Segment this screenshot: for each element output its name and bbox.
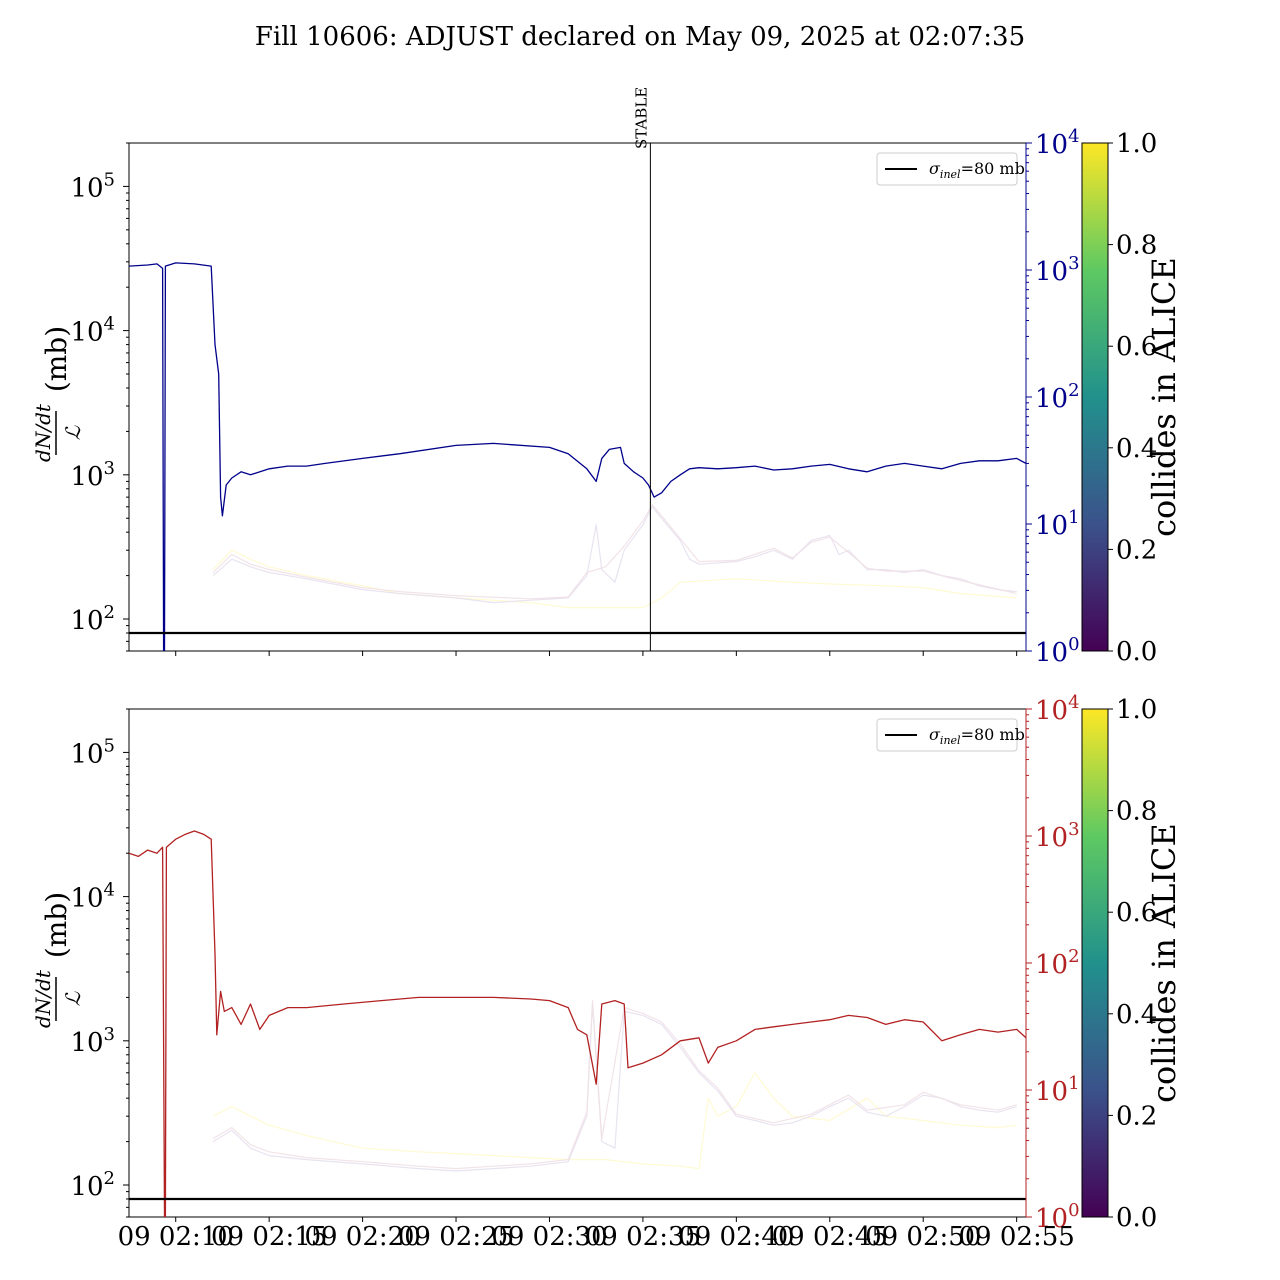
colorbar-tick-label: 0.0	[1116, 637, 1157, 667]
top-panel: STABLE 102 103 104 105 100 101 102 103 104 dN/dt ℒ (…	[31, 87, 1080, 668]
x-tick-label: 09 02:15	[211, 1222, 327, 1252]
y2-tick-label: 102	[1035, 380, 1080, 414]
x-tick-label: 09 02:45	[772, 1222, 888, 1252]
series-group	[129, 830, 1026, 1217]
main-series-line	[129, 830, 1026, 1217]
colorbar-tick-label: 0.8	[1116, 231, 1157, 261]
y-label-numerator: dN/dt	[31, 403, 55, 462]
faint-series-line	[212, 1072, 1017, 1170]
colorbar-tick-label: 1.0	[1116, 695, 1157, 725]
plot-frame	[128, 708, 1027, 1218]
y-label-numerator: dN/dt	[31, 969, 55, 1028]
x-tick-label: 09 02:25	[398, 1222, 514, 1252]
colorbar-tick-label: 0.2	[1116, 1101, 1157, 1131]
y2-tick-label: 103	[1035, 819, 1080, 853]
figure-title: Fill 10606: ADJUST declared on May 09, 2…	[255, 22, 1025, 52]
colorbar-tick-label: 0.4	[1116, 1000, 1157, 1030]
main-series-line	[129, 262, 1026, 651]
x-tick-label: 09 02:35	[585, 1222, 701, 1252]
colorbar-tick-label: 0.8	[1116, 797, 1157, 827]
y2-tick-label: 103	[1035, 253, 1080, 287]
colorbar-gradient	[1081, 142, 1109, 652]
series-group	[129, 262, 1026, 651]
faint-series-line	[212, 1003, 1017, 1172]
stable-annotation-label: STABLE	[632, 87, 650, 149]
legend-label: σinel=80 mb	[929, 159, 1025, 181]
y-tick-label: 105	[70, 169, 115, 203]
y-label-denominator: ℒ	[61, 991, 85, 1006]
y2-tick-label: 100	[1035, 634, 1080, 668]
colorbar-label: collides in ALICE	[1145, 257, 1183, 537]
y-tick-label: 103	[70, 1024, 115, 1058]
y2-tick-label: 101	[1035, 1073, 1080, 1107]
y2-tick-label: 104	[1035, 126, 1080, 160]
colorbar-label: collides in ALICE	[1145, 823, 1183, 1103]
legend-label: σinel=80 mb	[929, 725, 1025, 747]
y2-tick-label: 104	[1035, 692, 1080, 726]
x-tick-label: 09 02:50	[865, 1222, 981, 1252]
y-tick-label: 102	[70, 1168, 115, 1202]
top-colorbar: 0.0 0.2 0.4 0.6 0.8 1.0 collides in ALICE	[1081, 129, 1183, 667]
legend: σinel=80 mb	[876, 718, 1025, 752]
x-tick-label: 09 02:40	[678, 1222, 794, 1252]
y2-tick-label: 100	[1035, 1200, 1080, 1234]
y-tick-label: 104	[70, 314, 115, 348]
y-label-denominator: ℒ	[61, 425, 85, 440]
colorbar-tick-label: 0.4	[1116, 434, 1157, 464]
bottom-colorbar: 0.0 0.2 0.4 0.6 0.8 1.0 collides in ALICE	[1081, 695, 1183, 1233]
y-tick-label: 105	[70, 735, 115, 769]
right-y-axis: 100 101 102 103 104	[1025, 692, 1080, 1234]
left-y-axis: 102 103 104 105	[70, 708, 129, 1218]
left-y-axis: 102 103 104 105	[70, 142, 129, 652]
y-axis-label: dN/dt ℒ (mb)	[31, 892, 85, 1028]
x-tick-label: 09 02:30	[491, 1222, 607, 1252]
x-tick-label: 09 02:20	[304, 1222, 420, 1252]
colorbar-gradient	[1081, 708, 1109, 1218]
faint-series-line	[212, 549, 1017, 609]
y-axis-label: dN/dt ℒ (mb)	[31, 326, 85, 462]
plot-frame	[128, 142, 1027, 652]
y2-tick-label: 102	[1035, 946, 1080, 980]
colorbar-tick-label: 1.0	[1116, 129, 1157, 159]
x-tick-label: 09 02:55	[959, 1222, 1075, 1252]
colorbar-tick-label: 0.6	[1116, 332, 1157, 362]
y2-tick-label: 101	[1035, 507, 1080, 541]
right-y-axis: 100 101 102 103 104	[1025, 126, 1080, 668]
x-axis	[175, 651, 1018, 656]
faint-series-line	[212, 504, 1017, 600]
x-tick-label: 09 02:10	[118, 1222, 234, 1252]
y-label-unit: (mb)	[40, 326, 73, 392]
y-tick-label: 104	[70, 880, 115, 914]
faint-series-line	[212, 1000, 1017, 1170]
y-label-unit: (mb)	[40, 892, 73, 958]
legend-box	[876, 718, 1018, 752]
y-tick-label: 102	[70, 602, 115, 636]
colorbar-tick-label: 0.6	[1116, 898, 1157, 928]
legend-box	[876, 152, 1018, 186]
legend: σinel=80 mb	[876, 152, 1025, 186]
colorbar-tick-label: 0.2	[1116, 535, 1157, 565]
colorbar-tick-label: 0.0	[1116, 1203, 1157, 1233]
y-tick-label: 103	[70, 458, 115, 492]
